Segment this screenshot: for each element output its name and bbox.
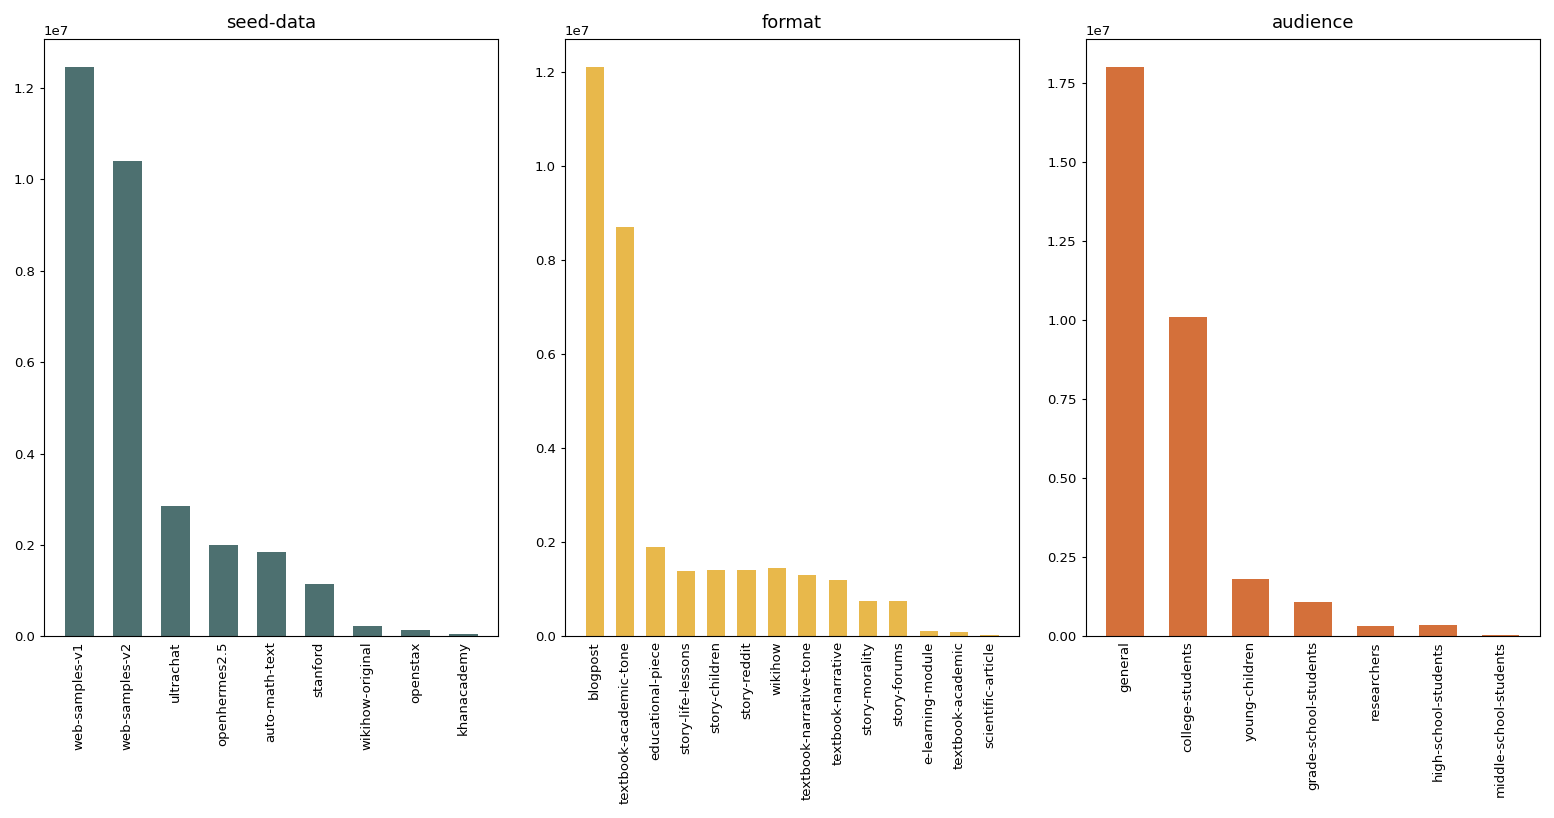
Bar (208, 545, 238, 636)
Bar (738, 569, 755, 636)
Bar (889, 601, 908, 636)
Bar (256, 552, 286, 636)
Bar (353, 627, 382, 636)
Bar (981, 635, 999, 636)
Bar (615, 227, 634, 636)
Bar (768, 569, 786, 636)
Title: audience: audience (1271, 14, 1354, 32)
Bar (799, 575, 816, 636)
Bar (586, 67, 605, 636)
Bar (1294, 601, 1332, 636)
Bar (65, 67, 93, 636)
Bar (1106, 67, 1144, 636)
Bar (305, 584, 334, 636)
Bar (449, 634, 477, 636)
Bar (160, 506, 190, 636)
Bar (828, 580, 847, 636)
Bar (949, 631, 968, 636)
Bar (1419, 625, 1456, 636)
Bar (920, 631, 939, 636)
Bar (646, 547, 665, 636)
Bar (1169, 317, 1206, 636)
Bar (1231, 579, 1270, 636)
Bar (676, 570, 695, 636)
Bar (113, 161, 141, 636)
Bar (707, 569, 726, 636)
Bar (401, 630, 430, 636)
Bar (859, 601, 876, 636)
Bar (1357, 627, 1394, 636)
Title: seed-data: seed-data (227, 14, 317, 32)
Title: format: format (761, 14, 822, 32)
